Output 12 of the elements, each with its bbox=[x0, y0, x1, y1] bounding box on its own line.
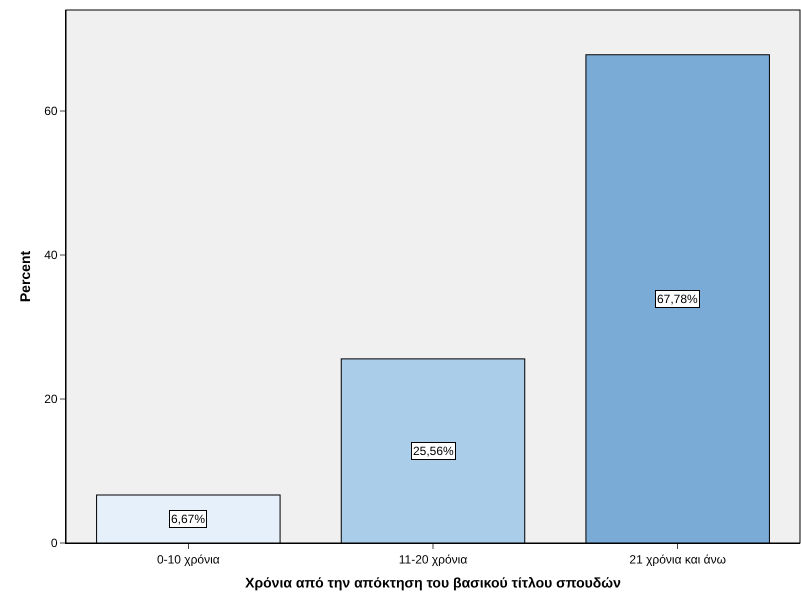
y-tick-label: 20 bbox=[44, 392, 58, 406]
data-label: 6,67% bbox=[171, 512, 206, 526]
data-label: 25,56% bbox=[413, 444, 454, 458]
x-tick-label: 21 χρόνια και άνω bbox=[629, 552, 726, 566]
y-tick-label: 40 bbox=[44, 248, 58, 262]
data-label: 67,78% bbox=[657, 292, 698, 306]
y-axis-title: Percent bbox=[16, 250, 33, 302]
x-tick-label: 11-20 χρόνια bbox=[398, 552, 468, 566]
y-tick-label: 0 bbox=[50, 536, 58, 550]
x-axis-title: Χρόνια από την απόκτηση του βασικού τίτλου σπουδών bbox=[245, 574, 622, 591]
y-tick-label: 60 bbox=[44, 104, 58, 118]
x-tick-label: 0-10 χρόνια bbox=[156, 552, 220, 566]
